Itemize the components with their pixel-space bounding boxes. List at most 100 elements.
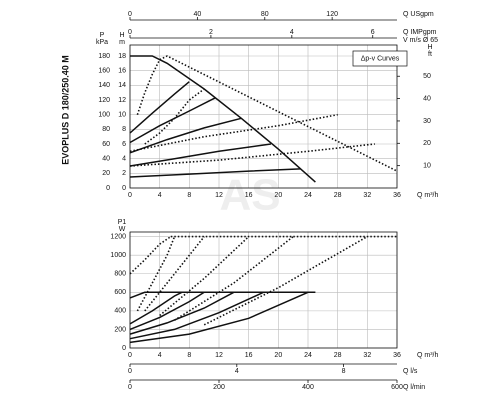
curve	[129, 81, 190, 134]
secondary-axis-label: Q l/s	[403, 368, 418, 375]
secondary-tick-label: 0	[128, 11, 132, 18]
x-tick-label: 28	[334, 192, 342, 199]
y-axis-label: H	[119, 32, 124, 39]
x-tick-label: 12	[215, 352, 223, 359]
x-tick-label: 36	[393, 352, 401, 359]
y2-tick-label: 0	[106, 185, 110, 192]
y-tick-label: 2	[122, 170, 126, 177]
curve	[129, 143, 375, 167]
x-tick-label: 24	[304, 192, 312, 199]
y-tick-label: 16	[118, 68, 126, 75]
y2-tick-label: 160	[98, 68, 110, 75]
y-right-unit: ft	[428, 51, 432, 58]
secondary-tick-label: 400	[302, 384, 314, 391]
x-tick-label: 0	[128, 352, 132, 359]
y-axis-unit: W	[119, 226, 126, 233]
y2-axis-label: P	[100, 32, 105, 39]
y-tick-label: 0	[122, 185, 126, 192]
y-tick-label: 12	[118, 97, 126, 104]
secondary-tick-label: 40	[193, 11, 201, 18]
y-right-tick-label: 40	[423, 95, 431, 102]
y-right-tick-label: 20	[423, 140, 431, 147]
legend-box	[352, 50, 408, 67]
x-tick-label: 16	[245, 192, 253, 199]
secondary-tick-label: 0	[128, 368, 132, 375]
x-tick-label: 4	[158, 192, 162, 199]
curve	[129, 291, 316, 299]
curve	[144, 88, 205, 145]
y-tick-label: 4	[122, 156, 126, 163]
curve	[129, 97, 216, 144]
y-tick-label: 18	[118, 53, 126, 60]
x-tick-label: 32	[363, 192, 371, 199]
y-tick-label: 600	[114, 289, 126, 296]
y-tick-label: 200	[114, 326, 126, 333]
y2-tick-label: 80	[102, 126, 110, 133]
y2-tick-label: 120	[98, 97, 110, 104]
secondary-tick-label: 600	[391, 384, 403, 391]
x-tick-label: 8	[187, 192, 191, 199]
secondary-tick-label: 120	[326, 11, 338, 18]
y-axis-unit: m	[119, 39, 125, 46]
y-tick-label: 1200	[110, 233, 126, 240]
secondary-axis-label: Q IMPgpm	[403, 29, 437, 36]
plot-frame	[129, 44, 398, 189]
curve	[130, 55, 316, 183]
y2-tick-label: 20	[102, 170, 110, 177]
curve	[129, 168, 301, 178]
y-right-tick-label: 10	[423, 162, 431, 169]
x-tick-label: 36	[393, 192, 401, 199]
y-tick-label: 6	[122, 141, 126, 148]
x-tick-label: 32	[363, 352, 371, 359]
x-axis-label: Q m³/h	[417, 192, 438, 199]
curve	[129, 143, 272, 167]
x-tick-label: 0	[128, 192, 132, 199]
x-tick-label: 24	[304, 352, 312, 359]
curve	[203, 235, 368, 326]
y-tick-label: 10	[118, 112, 126, 119]
curve	[136, 55, 398, 172]
y2-tick-label: 60	[102, 141, 110, 148]
y-tick-label: 1000	[110, 252, 126, 259]
secondary-tick-label: 200	[213, 384, 225, 391]
curve	[129, 291, 235, 335]
curve	[129, 113, 338, 153]
secondary-tick-label: 4	[290, 29, 294, 36]
y-tick-label: 800	[114, 271, 126, 278]
curve	[129, 291, 205, 331]
y-right-tick-label: 30	[423, 118, 431, 125]
secondary-axis-label: V m/s Ø 65	[403, 37, 438, 44]
y-tick-label: 400	[114, 308, 126, 315]
x-tick-label: 28	[334, 352, 342, 359]
x-tick-label: 16	[245, 352, 253, 359]
curve	[174, 235, 294, 321]
x-tick-label: 20	[274, 352, 282, 359]
watermark: AS	[219, 171, 280, 220]
secondary-axis-label: Q l/min	[403, 384, 425, 391]
curve	[129, 291, 309, 344]
plot-frame	[129, 231, 398, 349]
y2-tick-label: 100	[98, 112, 110, 119]
secondary-tick-label: 2	[209, 29, 213, 36]
y-tick-label: 0	[122, 345, 126, 352]
x-tick-label: 4	[158, 352, 162, 359]
secondary-axis-label: Q USgpm	[403, 11, 434, 18]
y-tick-label: 14	[118, 82, 126, 89]
y-tick-label: 8	[122, 126, 126, 133]
secondary-tick-label: 8	[342, 368, 346, 375]
curve	[129, 291, 264, 340]
y2-tick-label: 40	[102, 156, 110, 163]
secondary-tick-label: 80	[261, 11, 269, 18]
curve	[129, 117, 242, 154]
side-title: EVOPLUS D 180/250.40 M	[60, 55, 70, 165]
x-axis-label: Q m³/h	[417, 352, 438, 359]
secondary-tick-label: 4	[235, 368, 239, 375]
legend-label: Δp-v Curves	[361, 55, 400, 62]
x-tick-label: 12	[215, 192, 223, 199]
x-tick-label: 8	[187, 352, 191, 359]
y2-axis-unit: kPa	[96, 39, 108, 46]
secondary-tick-label: 0	[128, 384, 132, 391]
y-right-label: H	[427, 44, 432, 51]
curve	[129, 291, 183, 325]
y2-tick-label: 180	[98, 53, 110, 60]
